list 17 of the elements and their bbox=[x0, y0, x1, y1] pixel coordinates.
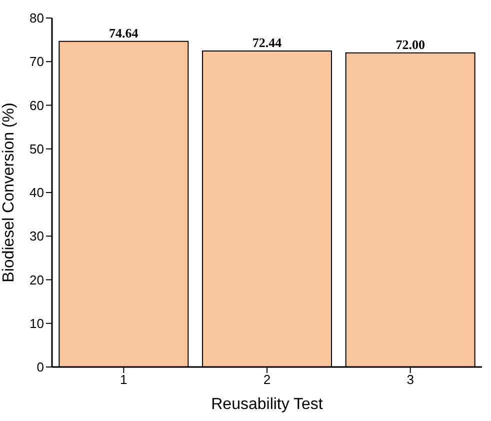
y-tick-label: 70 bbox=[30, 54, 44, 70]
x-tick-label: 3 bbox=[406, 372, 414, 388]
y-tick-label: 60 bbox=[30, 98, 44, 113]
y-tick-label: 50 bbox=[30, 141, 44, 156]
y-axis-title: Biodiesel Conversion (%) bbox=[0, 102, 18, 282]
y-tick-label: 30 bbox=[30, 228, 44, 244]
y-tick-label: 20 bbox=[30, 272, 44, 288]
y-tick-label: 10 bbox=[30, 316, 44, 331]
x-axis-title: Reusability Test bbox=[211, 396, 324, 413]
y-tick-label: 40 bbox=[30, 185, 44, 200]
x-tick-label: 2 bbox=[263, 372, 271, 388]
data-label: 72.00 bbox=[396, 36, 425, 52]
data-label: 72.44 bbox=[252, 34, 282, 50]
y-tick-label: 0 bbox=[36, 360, 44, 375]
x-tick-label: 1 bbox=[120, 372, 128, 388]
data-label: 74.64 bbox=[109, 25, 139, 40]
y-tick-label: 80 bbox=[30, 10, 44, 26]
